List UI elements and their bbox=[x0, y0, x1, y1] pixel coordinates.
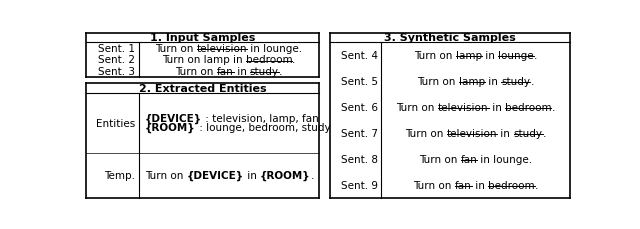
Text: Turn on: Turn on bbox=[405, 128, 447, 138]
Text: .: . bbox=[543, 128, 546, 138]
Text: 1. Input Samples: 1. Input Samples bbox=[150, 33, 255, 43]
Text: Sent. 8: Sent. 8 bbox=[340, 154, 378, 164]
Text: Sent. 6: Sent. 6 bbox=[340, 102, 378, 112]
Text: television: television bbox=[438, 102, 488, 112]
Text: in: in bbox=[485, 76, 501, 87]
Text: in: in bbox=[482, 51, 498, 61]
Text: .: . bbox=[534, 51, 537, 61]
Text: fan: fan bbox=[217, 67, 234, 76]
Text: Turn on: Turn on bbox=[413, 180, 455, 190]
Text: lamp: lamp bbox=[456, 51, 482, 61]
Text: .: . bbox=[279, 67, 282, 76]
Text: television: television bbox=[197, 44, 247, 54]
Text: : television, lamp, fan: : television, lamp, fan bbox=[202, 114, 319, 123]
Text: Entities: Entities bbox=[96, 118, 135, 128]
Text: in lounge.: in lounge. bbox=[477, 154, 532, 164]
Text: .: . bbox=[531, 76, 534, 87]
Text: in: in bbox=[244, 170, 260, 180]
Text: Turn on: Turn on bbox=[414, 51, 456, 61]
Text: Temp.: Temp. bbox=[104, 170, 135, 180]
Text: 2. Extracted Entities: 2. Extracted Entities bbox=[139, 83, 266, 93]
Text: Turn on: Turn on bbox=[419, 154, 461, 164]
Text: {ROOM}: {ROOM} bbox=[145, 123, 196, 133]
Text: in: in bbox=[497, 128, 513, 138]
Text: 3. Synthetic Samples: 3. Synthetic Samples bbox=[384, 33, 516, 43]
Text: television: television bbox=[447, 128, 497, 138]
Text: Sent. 7: Sent. 7 bbox=[340, 128, 378, 138]
Text: in: in bbox=[472, 180, 488, 190]
Text: bedroom: bedroom bbox=[505, 102, 552, 112]
Text: study: study bbox=[501, 76, 531, 87]
Text: Sent. 9: Sent. 9 bbox=[340, 180, 378, 190]
Text: in: in bbox=[234, 67, 250, 76]
Text: {DEVICE}: {DEVICE} bbox=[145, 113, 202, 124]
Text: in lounge.: in lounge. bbox=[247, 44, 303, 54]
Text: Sent. 3: Sent. 3 bbox=[98, 67, 135, 76]
Text: lounge: lounge bbox=[498, 51, 534, 61]
Text: {ROOM}: {ROOM} bbox=[260, 170, 310, 180]
Text: {DEVICE}: {DEVICE} bbox=[187, 170, 244, 180]
Text: Sent. 5: Sent. 5 bbox=[340, 76, 378, 87]
Text: bedroom: bedroom bbox=[246, 55, 292, 65]
Text: in: in bbox=[488, 102, 505, 112]
Text: .: . bbox=[310, 170, 314, 180]
Text: Turn on: Turn on bbox=[155, 44, 197, 54]
Text: : lounge, bedroom, study: : lounge, bedroom, study bbox=[196, 123, 330, 133]
Text: Sent. 1: Sent. 1 bbox=[98, 44, 135, 54]
Text: study: study bbox=[513, 128, 543, 138]
Text: bedroom: bedroom bbox=[488, 180, 534, 190]
Text: lamp: lamp bbox=[459, 76, 485, 87]
Text: fan: fan bbox=[455, 180, 472, 190]
Text: Turn on: Turn on bbox=[145, 170, 187, 180]
Text: fan: fan bbox=[461, 154, 477, 164]
Text: Turn on: Turn on bbox=[175, 67, 217, 76]
Text: Turn on lamp in: Turn on lamp in bbox=[162, 55, 246, 65]
Text: .: . bbox=[552, 102, 555, 112]
Text: study: study bbox=[250, 67, 279, 76]
Text: Sent. 2: Sent. 2 bbox=[98, 55, 135, 65]
Text: Turn on: Turn on bbox=[417, 76, 459, 87]
Text: .: . bbox=[292, 55, 296, 65]
Text: Turn on: Turn on bbox=[397, 102, 438, 112]
Text: Sent. 4: Sent. 4 bbox=[340, 51, 378, 61]
Text: .: . bbox=[534, 180, 538, 190]
